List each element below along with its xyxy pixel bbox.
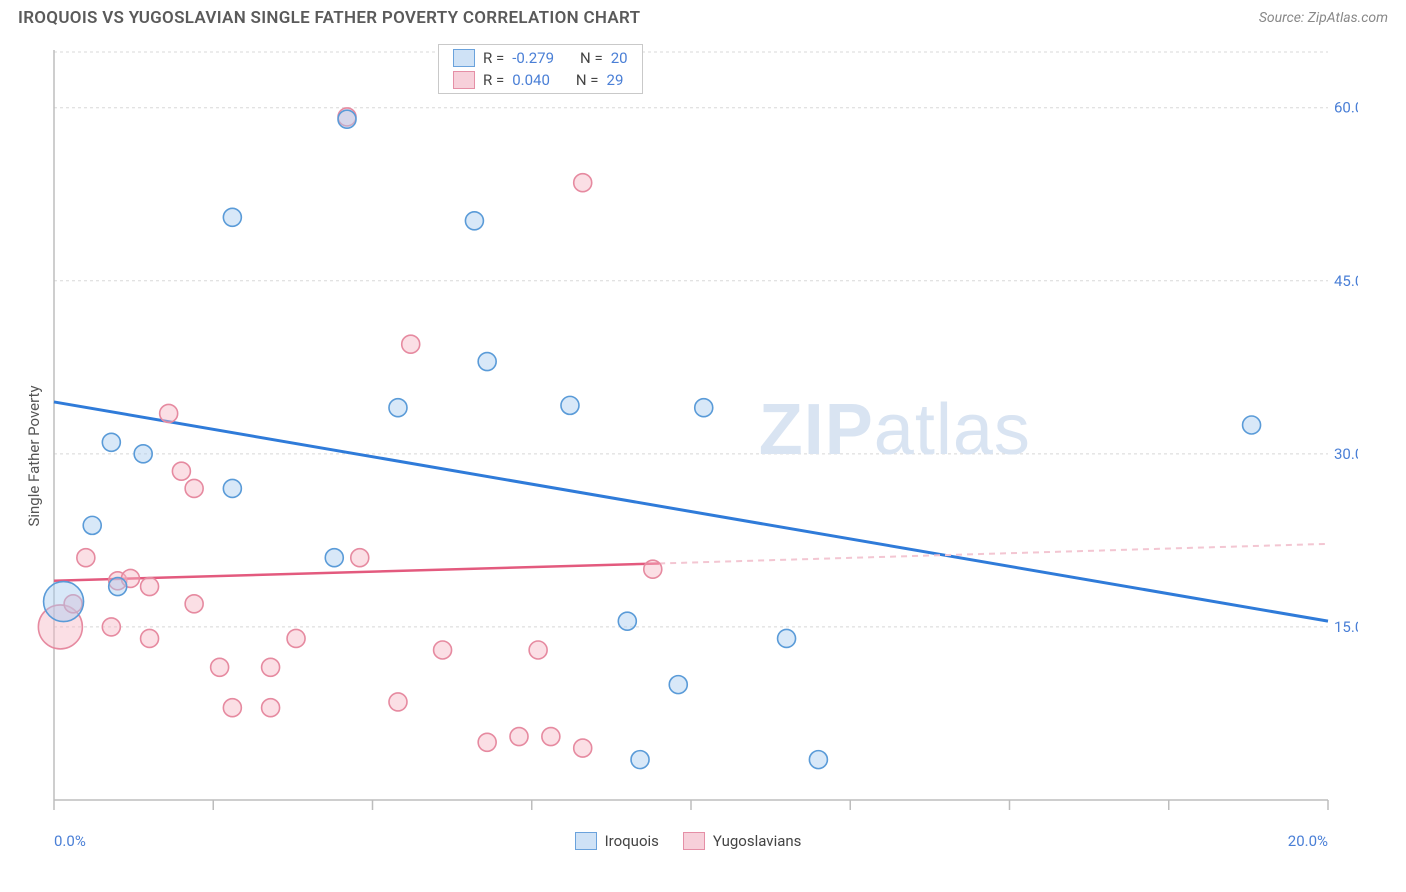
n-label: N = [580,49,603,67]
data-point-blue [809,751,827,769]
chart-header: IROQUOIS VS YUGOSLAVIAN SINGLE FATHER PO… [0,0,1406,34]
data-point-pink [389,693,407,711]
swatch-blue-icon [575,832,597,850]
data-point-pink [478,733,496,751]
series-legend: Iroquois Yugoslavians [18,832,1358,850]
trend-line-blue [54,402,1328,621]
data-point-pink [262,658,280,676]
data-point-pink [211,658,229,676]
correlation-row-blue: R = -0.279 N = 20 [439,47,642,69]
swatch-blue-icon [453,49,475,67]
swatch-pink-icon [453,71,475,89]
data-point-blue [389,399,407,417]
swatch-pink-icon [683,832,705,850]
data-point-pink [223,699,241,717]
trend-line-pink-extrapolated [659,544,1328,564]
data-point-blue [1243,416,1261,434]
data-point-blue [778,629,796,647]
watermark: ZIPatlas [759,390,1031,470]
data-point-pink [160,404,178,422]
y-axis-label: Single Father Poverty [25,385,43,526]
data-point-pink [434,641,452,659]
data-point-pink [574,174,592,192]
data-point-blue [134,445,152,463]
y-tick-label: 15.0% [1334,618,1358,636]
y-tick-label: 45.0% [1334,272,1358,290]
r-label: R = [483,49,504,67]
data-point-blue [618,612,636,630]
chart-container: Single Father Poverty 15.0% 30.0% 45.0% 60.… [18,40,1358,872]
n-value-pink: 29 [607,71,624,89]
data-point-pink [574,739,592,757]
data-point-blue [561,396,579,414]
data-point-pink [102,618,120,636]
data-point-pink [185,595,203,613]
data-point-blue [223,208,241,226]
data-point-pink [542,728,560,746]
data-point-pink [185,479,203,497]
y-tick-label: 30.0% [1334,445,1358,463]
source-link[interactable]: ZipAtlas.com [1308,10,1388,26]
data-point-blue [83,516,101,534]
source-label: Source: [1259,10,1304,26]
data-point-blue [669,676,687,694]
data-point-pink [172,462,190,480]
legend-item-iroquois: Iroquois [575,832,659,850]
data-point-pink [510,728,528,746]
chart-title: IROQUOIS VS YUGOSLAVIAN SINGLE FATHER PO… [18,8,640,28]
data-point-pink [351,549,369,567]
y-tick-label: 60.0% [1334,99,1358,117]
r-label: R = [483,71,504,89]
r-value-pink: 0.040 [512,71,550,89]
data-point-blue [325,549,343,567]
data-point-pink [287,629,305,647]
n-label: N = [576,71,599,89]
data-point-pink [141,578,159,596]
n-value-blue: 20 [611,49,628,67]
data-point-pink [77,549,95,567]
data-point-blue [223,479,241,497]
data-point-blue [102,433,120,451]
correlation-row-pink: R = 0.040 N = 29 [439,69,642,91]
r-value-blue: -0.279 [512,49,554,67]
data-point-pink [529,641,547,659]
source-attribution: Source: ZipAtlas.com [1259,10,1388,26]
data-point-blue [478,353,496,371]
legend-item-yugoslavians: Yugoslavians [683,832,802,850]
data-point-blue [44,582,84,622]
legend-label-yugoslavians: Yugoslavians [713,832,802,850]
correlation-legend: R = -0.279 N = 20 R = 0.040 N = 29 [438,44,643,94]
data-point-pink [262,699,280,717]
scatter-plot: 15.0% 30.0% 45.0% 60.0% ZIPatlas [18,40,1358,830]
data-point-blue [695,399,713,417]
data-point-blue [631,751,649,769]
data-point-blue [465,212,483,230]
data-point-pink [402,335,420,353]
data-point-pink [141,629,159,647]
data-point-blue [338,110,356,128]
data-point-blue [109,578,127,596]
data-point-pink [644,560,662,578]
legend-label-iroquois: Iroquois [605,832,659,850]
